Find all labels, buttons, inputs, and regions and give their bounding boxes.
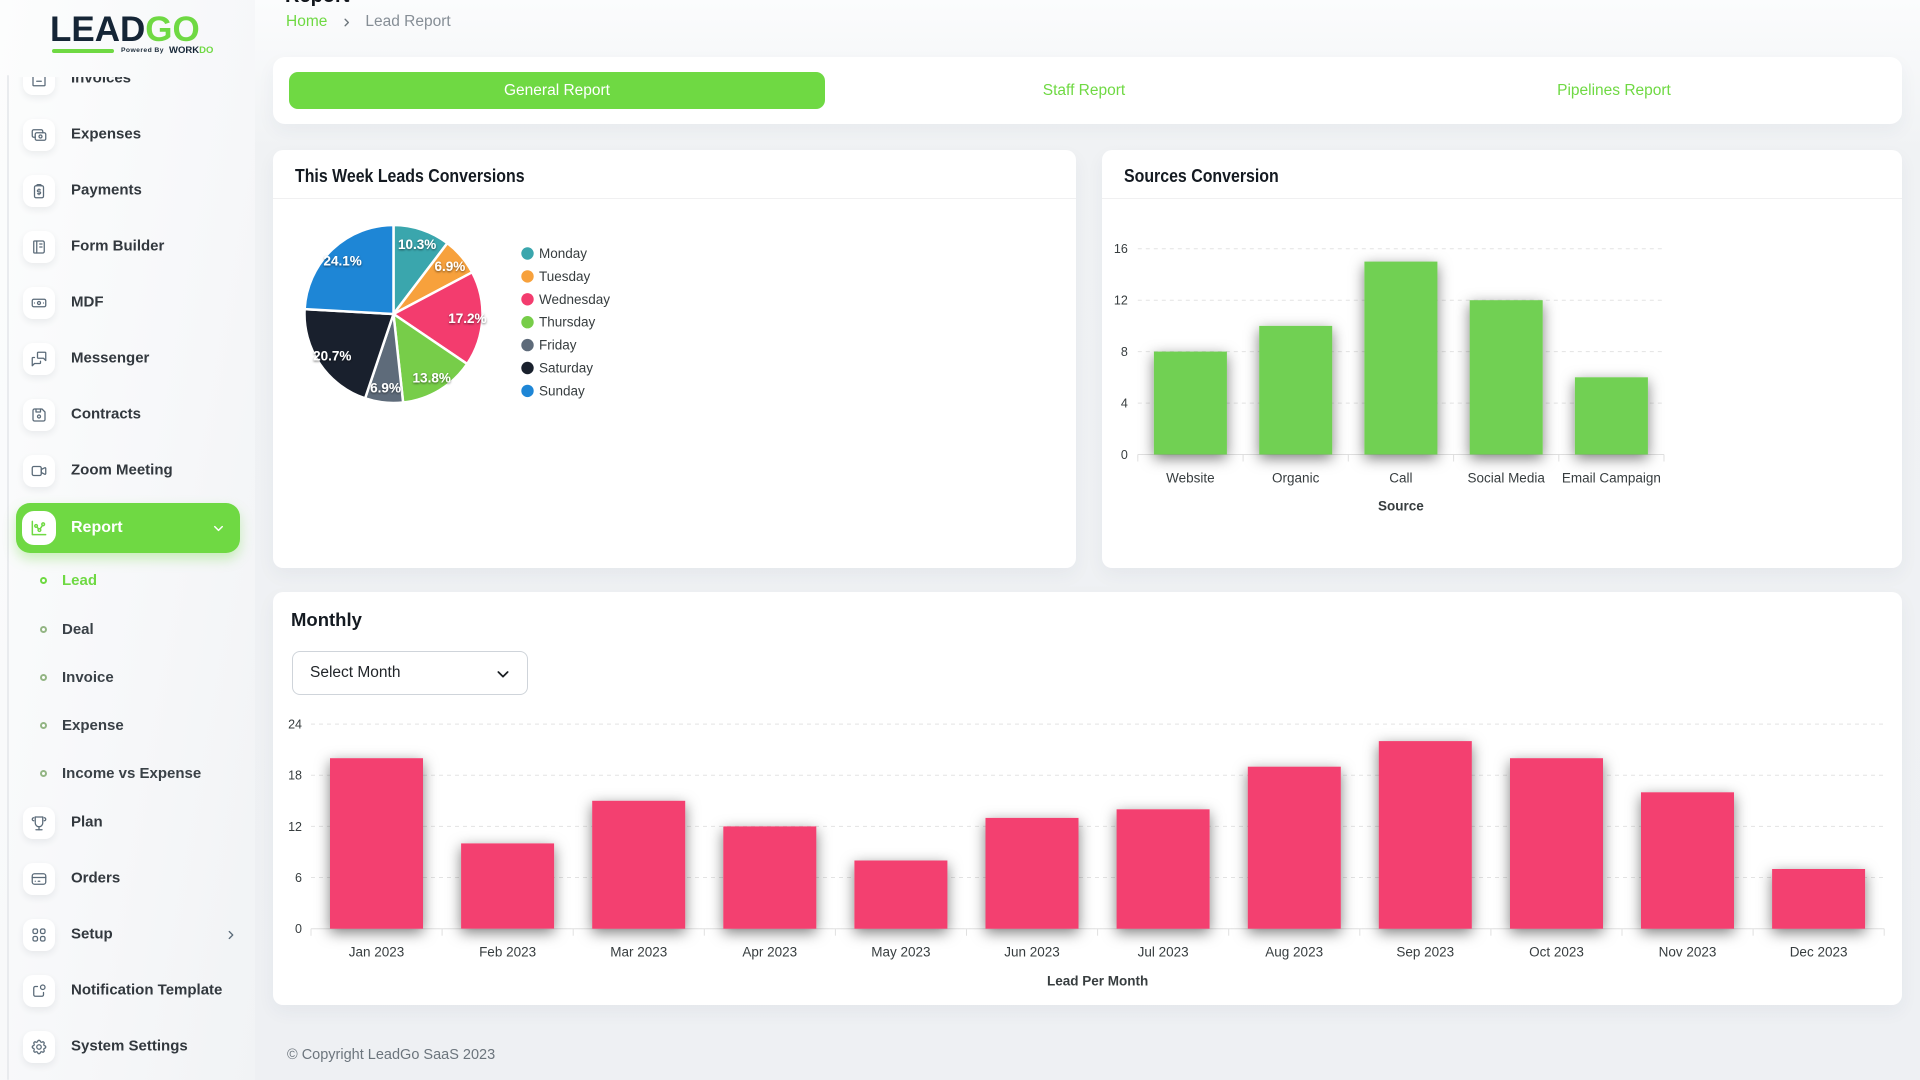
svg-text:24: 24 [288,718,302,732]
svg-text:10.3%: 10.3% [398,237,436,252]
svg-text:Nov 2023: Nov 2023 [1659,945,1717,960]
svg-text:Source: Source [1378,499,1424,514]
svg-text:8: 8 [1121,345,1128,359]
svg-text:Mar 2023: Mar 2023 [610,945,667,960]
svg-text:0: 0 [1121,448,1128,462]
svg-text:Jul 2023: Jul 2023 [1138,945,1189,960]
svg-text:Monday: Monday [539,246,587,261]
svg-text:12: 12 [288,820,302,834]
svg-text:Thursday: Thursday [539,315,596,330]
svg-text:Wednesday: Wednesday [539,292,610,307]
svg-text:Organic: Organic [1272,471,1320,486]
svg-text:Jan 2023: Jan 2023 [349,945,405,960]
svg-text:0: 0 [295,922,302,936]
svg-text:6.9%: 6.9% [435,259,466,274]
svg-text:Lead Per Month: Lead Per Month [1047,974,1148,989]
svg-text:4: 4 [1121,397,1128,411]
svg-text:16: 16 [1114,242,1128,256]
svg-text:17.2%: 17.2% [448,311,486,326]
svg-text:12: 12 [1114,294,1128,308]
svg-text:Aug 2023: Aug 2023 [1265,945,1323,960]
svg-text:20.7%: 20.7% [313,349,351,364]
svg-text:Jun 2023: Jun 2023 [1004,945,1060,960]
svg-text:Sep 2023: Sep 2023 [1396,945,1454,960]
svg-text:24.1%: 24.1% [323,253,361,268]
svg-text:18: 18 [288,769,302,783]
svg-text:Sunday: Sunday [539,383,585,398]
svg-text:Tuesday: Tuesday [539,269,591,284]
svg-text:Email Campaign: Email Campaign [1562,471,1661,486]
svg-text:Call: Call [1389,471,1412,486]
svg-text:6: 6 [295,871,302,885]
svg-text:Friday: Friday [539,338,577,353]
svg-text:6.9%: 6.9% [370,381,401,396]
svg-text:May 2023: May 2023 [871,945,930,960]
svg-text:Dec 2023: Dec 2023 [1790,945,1848,960]
svg-text:Social Media: Social Media [1468,471,1546,486]
svg-text:Apr 2023: Apr 2023 [742,945,797,960]
svg-text:Feb 2023: Feb 2023 [479,945,536,960]
svg-text:Saturday: Saturday [539,361,593,376]
svg-text:Website: Website [1166,471,1215,486]
svg-text:Oct 2023: Oct 2023 [1529,945,1584,960]
svg-text:13.8%: 13.8% [413,370,451,385]
